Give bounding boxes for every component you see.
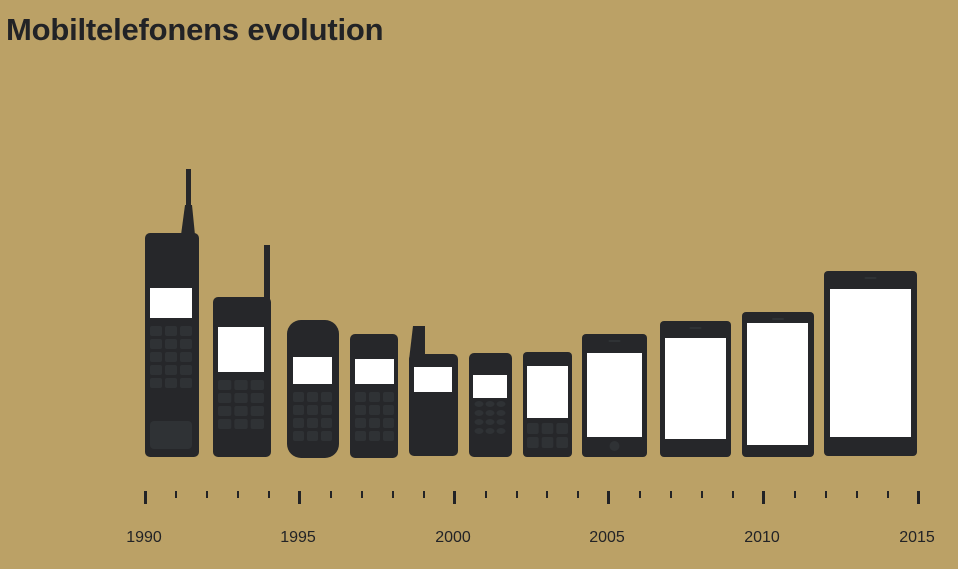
minor-tick [701, 491, 704, 498]
minor-tick [515, 491, 518, 498]
minor-tick [422, 491, 425, 498]
major-tick [607, 491, 611, 504]
smartphone-2007-icon [660, 321, 731, 457]
minor-tick [731, 491, 734, 498]
antenna-phone-1993-icon [213, 245, 271, 457]
minor-tick [670, 491, 673, 498]
year-label: 1990 [126, 529, 162, 546]
minor-tick [824, 491, 827, 498]
touchscreen-phone-2005-icon [582, 334, 647, 457]
minor-tick [484, 491, 487, 498]
major-tick [761, 491, 765, 504]
stub-antenna-phone-1999-icon [409, 326, 458, 456]
minor-tick [360, 491, 363, 498]
year-label: 2010 [744, 529, 780, 546]
oval-keys-phone-2001-icon [469, 353, 512, 457]
year-label: 1995 [280, 529, 316, 546]
brick-phone-1990-icon [145, 169, 199, 457]
early-smartphone-2003-icon [523, 352, 572, 457]
year-label: 2000 [435, 529, 471, 546]
phablet-2013-icon [824, 271, 917, 456]
minor-tick [855, 491, 858, 498]
rounded-phone-1995-icon [287, 320, 339, 458]
minor-tick [268, 491, 271, 498]
minor-tick [175, 491, 178, 498]
major-tick [916, 491, 920, 504]
minor-tick [886, 491, 889, 498]
minor-tick [546, 491, 549, 498]
year-label: 2005 [589, 529, 625, 546]
minor-tick [206, 491, 209, 498]
minor-tick [577, 491, 580, 498]
year-label: 2015 [899, 529, 935, 546]
major-tick [452, 491, 456, 504]
minor-tick [793, 491, 796, 498]
minor-tick [237, 491, 240, 498]
minor-tick [639, 491, 642, 498]
minor-tick [391, 491, 394, 498]
major-tick [298, 491, 302, 504]
candybar-phone-1997-icon [350, 334, 398, 458]
minor-tick [330, 491, 333, 498]
major-tick [143, 491, 147, 504]
smartphone-2010-icon [742, 312, 814, 457]
page-title: Mobiltelefonens evolution [6, 12, 384, 47]
